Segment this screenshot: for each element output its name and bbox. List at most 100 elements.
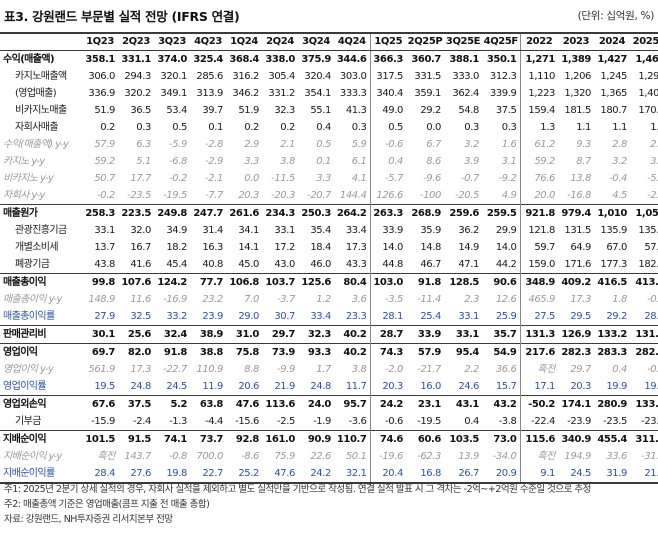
- table-cell: 126.9: [558, 324, 594, 343]
- table-cell: 60.6: [406, 429, 444, 448]
- table-cell: 80.4: [334, 272, 370, 291]
- table-cell: 1,051: [630, 203, 658, 222]
- table-cell: 101.5: [82, 429, 118, 448]
- table-cell: 1.3: [519, 118, 558, 136]
- column-header: 1Q25: [369, 32, 406, 51]
- table-cell: 24.5: [166, 380, 187, 392]
- table-cell: 285.6: [196, 70, 223, 82]
- table-cell: 37.5: [118, 394, 154, 413]
- table-cell: 124.2: [154, 272, 190, 291]
- table-cell: 413.9: [630, 272, 658, 291]
- table-cell: 110.9: [196, 363, 223, 375]
- table-row: 매출총이익률 27.9 32.5 33.2 23.9 29.0 30.7 33.4 23.3 28…: [0, 307, 658, 325]
- table-cell: 1.2: [316, 293, 331, 305]
- table-cell: 8.8: [244, 363, 259, 375]
- table-cell: 358.1: [82, 49, 118, 68]
- table-cell: 2.7: [650, 138, 658, 150]
- table-cell: 15.7: [495, 380, 517, 392]
- table-cell: -22.7: [163, 363, 187, 375]
- row-label: 지배순이익 y-y: [3, 450, 62, 462]
- table-cell: 333.0: [452, 70, 479, 82]
- table-cell: -20.3: [271, 189, 295, 201]
- table-cell: 354.1: [304, 87, 331, 99]
- table-cell: 110.7: [334, 429, 370, 448]
- title-row: 표3. 강원랜드 부문별 실적 전망 (IFRS 연결) (단위: 십억원, %…: [0, 0, 658, 30]
- table-cell: 177.3: [600, 258, 627, 270]
- table-cell: 312.3: [489, 70, 517, 82]
- table-cell: 95.7: [334, 394, 370, 413]
- table-row: 매출원가 258.3 223.5 249.8 247.7 261.6 234.3 250.3 2…: [0, 203, 658, 222]
- table-cell: 170.4: [638, 104, 658, 116]
- table-cell: 24.5: [558, 464, 594, 484]
- table-cell: -15.6: [235, 415, 259, 427]
- column-header: 2022: [519, 32, 558, 51]
- table-cell: 29.7: [570, 363, 591, 375]
- table-cell: 14.0: [369, 238, 406, 256]
- table-cell: 2.3: [464, 293, 479, 305]
- column-header: 4Q25F: [482, 32, 520, 51]
- column-header: 2Q25P: [406, 32, 444, 51]
- table-cell: 23.2: [202, 293, 223, 305]
- table-cell: 90.9: [298, 429, 334, 448]
- table-cell: 268.9: [406, 203, 444, 222]
- table-cell: 349.1: [160, 87, 187, 99]
- table-cell: 1.8: [612, 293, 627, 305]
- table-cell: 103.5: [444, 429, 482, 448]
- table-cell: 261.6: [226, 203, 262, 222]
- table-cell: 0.3: [464, 121, 479, 133]
- table-cell: 1.7: [316, 363, 331, 375]
- table-cell: 135.9: [600, 224, 627, 236]
- table-cell: 3.6: [351, 293, 367, 305]
- table-cell: 33.9: [369, 221, 406, 239]
- table-cell: 75.9: [274, 450, 295, 462]
- table-cell: 23.9: [202, 310, 223, 322]
- row-label: 카지노매출액: [15, 70, 67, 82]
- table-cell: 32.1: [334, 464, 370, 484]
- table-cell: 0.2: [100, 121, 115, 133]
- table-cell: -19.5: [417, 415, 441, 427]
- table-cell: 1,245: [600, 70, 627, 82]
- table-cell: 24.8: [130, 380, 151, 392]
- table-cell: 33.9: [406, 324, 444, 343]
- table-cell: 24.8: [310, 380, 331, 392]
- table-cell: 24.6: [458, 380, 479, 392]
- table-cell: 320.1: [160, 70, 187, 82]
- table-cell: 8.7: [576, 155, 591, 167]
- table-cell: 311.7: [630, 429, 658, 448]
- table-row: 수익(매출액) 358.1 331.1 374.0 325.4 368.4 338.0 375…: [0, 49, 658, 68]
- table-title: 표3. 강원랜드 부문별 실적 전망 (IFRS 연결): [4, 8, 240, 24]
- table-cell: 921.8: [519, 203, 558, 222]
- row-label: 자회사 y-y: [3, 189, 45, 201]
- row-label: 영업이익률: [3, 380, 47, 392]
- table-cell: 29.7: [262, 324, 298, 343]
- table-cell: -2.3: [647, 189, 658, 201]
- table-cell: 28.1: [369, 307, 406, 325]
- table-cell: 3.3: [316, 172, 331, 184]
- table-cell: 115.6: [519, 429, 558, 448]
- table-cell: 336.9: [88, 87, 115, 99]
- source-note: 자료: 강원랜드, NH투자증권 리서치본부 전망: [4, 514, 173, 525]
- column-header: 2025E: [630, 32, 658, 51]
- row-label: 비카지노매출: [15, 104, 67, 116]
- table-row: 매출총이익 99.8 107.6 124.2 77.7 106.8 103.7 125.6 80…: [0, 272, 658, 291]
- table-cell: 409.2: [558, 272, 594, 291]
- table-cell: 55.1: [310, 104, 331, 116]
- table-cell: 234.3: [262, 203, 298, 222]
- row-label: 지배순이익: [0, 429, 82, 448]
- table-cell: 14.9: [458, 241, 479, 253]
- table-cell: 259.6: [444, 203, 482, 222]
- table-cell: 82.0: [118, 342, 154, 361]
- table-cell: 76.6: [519, 169, 558, 187]
- table-cell: 13.7: [94, 241, 115, 253]
- table-cell: 181.5: [564, 104, 591, 116]
- table-cell: 17.3: [345, 241, 367, 253]
- table-cell: 74.6: [369, 429, 406, 448]
- table-cell: 25.2: [226, 464, 262, 484]
- table-cell: -9.2: [498, 172, 517, 184]
- table-cell: 46.0: [310, 258, 331, 270]
- table-row: (영업매출) 336.9 320.2 349.1 313.9 346.2 331.2 354.…: [0, 84, 658, 102]
- table-row: 비카지노매출 51.9 36.5 53.4 39.7 51.9 32.3 55.1 41.3 49…: [0, 101, 658, 119]
- table-cell: 561.9: [88, 363, 115, 375]
- table-cell: 28.4: [82, 464, 118, 484]
- table-cell: 5.2: [154, 394, 190, 413]
